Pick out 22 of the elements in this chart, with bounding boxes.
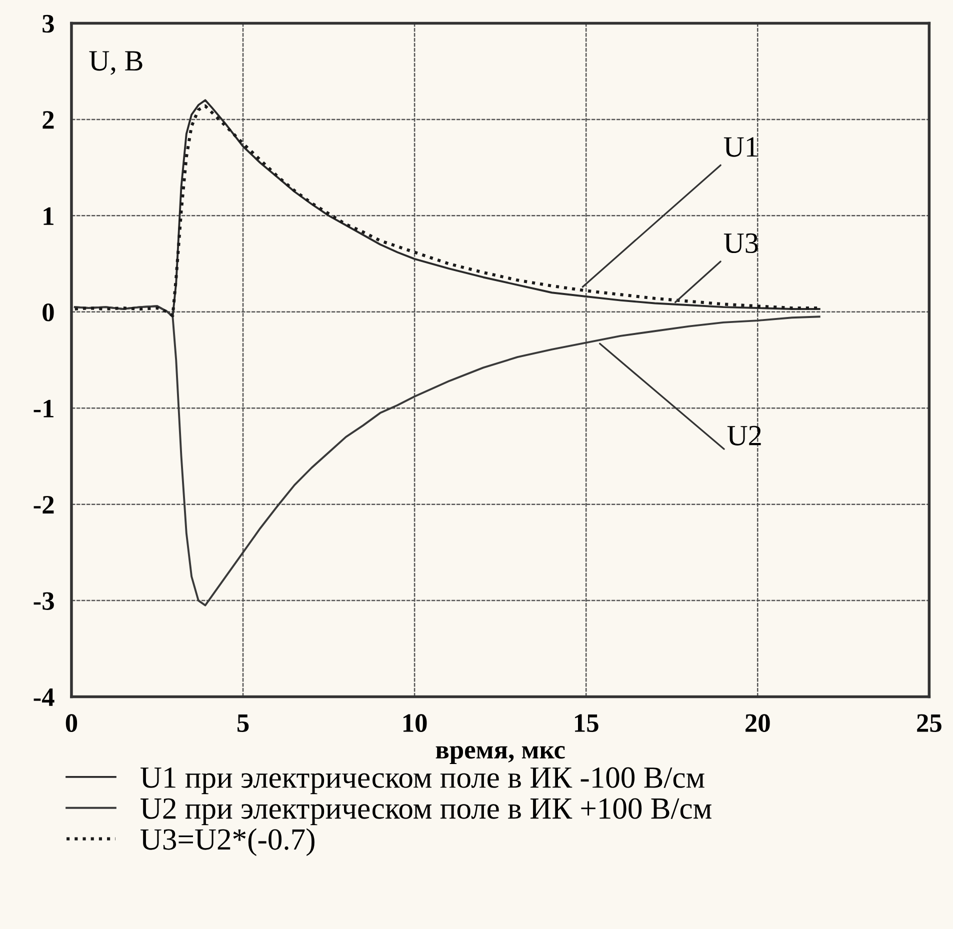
y-tick-label: -4 xyxy=(34,688,54,706)
y-tick-label: 1 xyxy=(44,207,54,225)
y-tick-label: 0 xyxy=(42,303,54,322)
x-tick-label: 15 xyxy=(575,714,598,732)
y-tick-label: -1 xyxy=(34,400,54,418)
x-axis-title: время, мкс xyxy=(436,746,565,764)
y-axis-title: U, B xyxy=(89,51,142,75)
x-tick-label: 10 xyxy=(403,714,427,732)
y-tick-label: -3 xyxy=(34,592,54,610)
y-tick-label: -2 xyxy=(34,496,54,514)
y-tick-label: 2 xyxy=(42,111,54,129)
x-tick-label: 20 xyxy=(746,714,770,732)
legend-label: U2 при электрическом поле в ИК +100 В/см xyxy=(140,798,712,826)
legend-label: U1 при электрическом поле в ИК -100 В/см xyxy=(140,767,704,794)
annotation: U2 xyxy=(727,426,761,446)
annotation: U3 xyxy=(724,233,758,254)
x-tick-label: 25 xyxy=(917,714,942,732)
x-tick-label: 0 xyxy=(66,714,78,732)
x-tick-label: 5 xyxy=(237,714,249,732)
y-tick-label: 3 xyxy=(42,14,54,33)
legend-label: U3=U2*(-0.7) xyxy=(140,828,314,856)
annotation: U1 xyxy=(724,137,758,157)
